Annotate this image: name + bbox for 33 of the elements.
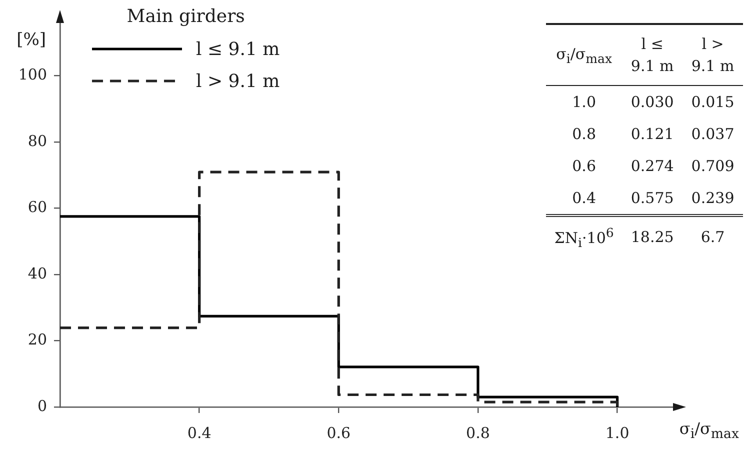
annotation: 0.575: [630, 188, 675, 209]
legend-title: Main girders: [126, 6, 246, 27]
y-axis-title: [%]: [16, 30, 46, 50]
annotation: 0.121: [630, 124, 675, 145]
legend-label: l > 9.1 m: [196, 70, 280, 92]
annotation: 18.25: [630, 227, 675, 248]
annotation: 1.0: [571, 92, 597, 113]
x-axis-title: σ$_{i}$/σ$_{max}$: [679, 419, 739, 442]
text: 0.709: [691, 157, 734, 175]
annotation: 0.030: [630, 92, 675, 113]
text: 0.239: [691, 189, 734, 207]
x-tick-label: 0.8: [466, 424, 490, 442]
annotation: σ$_{i}$/σ$_{max}$: [555, 44, 614, 68]
annotation: 0.4: [571, 188, 597, 209]
y-tick-label: 100: [18, 66, 47, 84]
annotation: 0.6: [571, 156, 597, 177]
y-tick-label: 80: [28, 132, 47, 150]
text: 0.015: [691, 93, 734, 111]
annotation: 0.8: [571, 124, 597, 145]
y-tick-label: 0: [37, 396, 47, 415]
legend-label: l ≤ 9.1 m: [196, 38, 280, 60]
text: l ≤ 9.1 m: [630, 35, 674, 75]
x-tick-label: 0.4: [187, 424, 212, 442]
y-tick-label: 40: [28, 264, 47, 282]
y-tick-label: 60: [28, 198, 47, 216]
text: l > 9.1 m: [691, 35, 734, 75]
annotation: ΣN$_{i}$·10$^{6}$: [553, 224, 615, 252]
annotation: 0.274: [630, 156, 675, 177]
y-tick-label: 20: [28, 330, 47, 349]
x-tick-label: 1.0: [605, 424, 630, 442]
text: 0.037: [691, 125, 734, 143]
text: 6.7: [700, 228, 725, 246]
x-tick-label: 0.6: [326, 424, 351, 442]
